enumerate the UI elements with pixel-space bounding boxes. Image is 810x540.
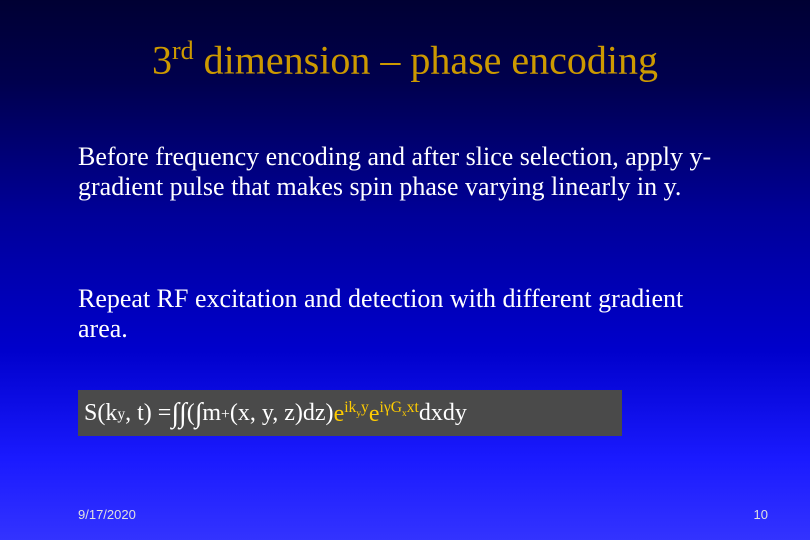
title-rest: dimension – phase encoding xyxy=(194,37,658,82)
paragraph-2: Repeat RF excitation and detection with … xyxy=(78,284,738,344)
eq-e1: e xyxy=(334,401,345,427)
eq-e1-sup-post: y xyxy=(361,399,369,416)
title-ordinal: 3 xyxy=(152,37,172,82)
paragraph-1: Before frequency encoding and after slic… xyxy=(78,142,738,202)
slide-title: 3rd dimension – phase encoding xyxy=(0,36,810,83)
eq-m-sub: + xyxy=(221,406,230,424)
eq-tail: dxdy xyxy=(419,400,467,427)
eq-e1-sup-pre: ik xyxy=(344,399,356,416)
slide: 3rd dimension – phase encoding Before fr… xyxy=(0,0,810,540)
footer-page-number: 10 xyxy=(754,507,768,522)
eq-int3: ∫ xyxy=(195,398,203,430)
footer-date: 9/17/2020 xyxy=(78,507,136,522)
eq-int1: ∫ xyxy=(171,398,179,430)
eq-e2: e xyxy=(369,401,380,427)
equation-box: S(ky, t) = ∫∫ (∫ m+(x, y, z)dz)eikyyeiγG… xyxy=(78,390,622,436)
eq-lhs-S: S(k xyxy=(84,400,117,427)
eq-lhs-sub: y xyxy=(117,406,125,424)
eq-lhs-rest: , t) = xyxy=(125,400,171,427)
title-ordinal-sup: rd xyxy=(172,36,194,65)
eq-m: m xyxy=(202,400,221,427)
eq-openparen: ( xyxy=(187,400,195,427)
eq-e2-sup-post: xt xyxy=(407,399,419,416)
eq-m-args: (x, y, z)dz) xyxy=(230,400,334,427)
eq-e2-sup-pre: iγG xyxy=(380,399,403,416)
eq-int2: ∫ xyxy=(179,398,187,430)
